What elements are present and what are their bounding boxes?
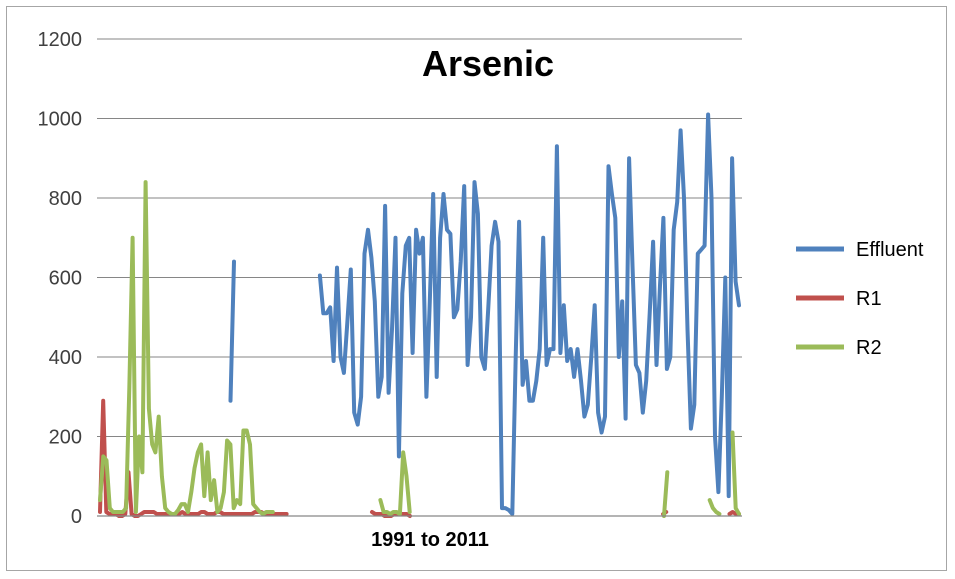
y-axis-ticks: 0 200 400 600 800 1000 1200: [38, 29, 83, 528]
y-tick-label: 800: [49, 188, 82, 210]
y-tick-label: 600: [49, 268, 82, 290]
series-line-r2: [98, 180, 741, 518]
legend: Effluent R1 R2: [796, 239, 924, 359]
legend-label-r1: R1: [856, 288, 882, 310]
x-axis-label: 1991 to 2011: [371, 529, 489, 551]
series-lines: [98, 112, 741, 518]
y-tick-label: 400: [49, 347, 82, 369]
y-tick-label: 200: [49, 427, 82, 449]
chart-title: Arsenic: [422, 43, 554, 84]
y-tick-label: 0: [71, 506, 82, 528]
legend-label-effluent: Effluent: [856, 239, 924, 261]
y-tick-label: 1200: [38, 29, 83, 51]
series-line-effluent: [228, 112, 741, 516]
y-tick-label: 1000: [38, 109, 83, 131]
legend-label-r2: R2: [856, 337, 882, 359]
